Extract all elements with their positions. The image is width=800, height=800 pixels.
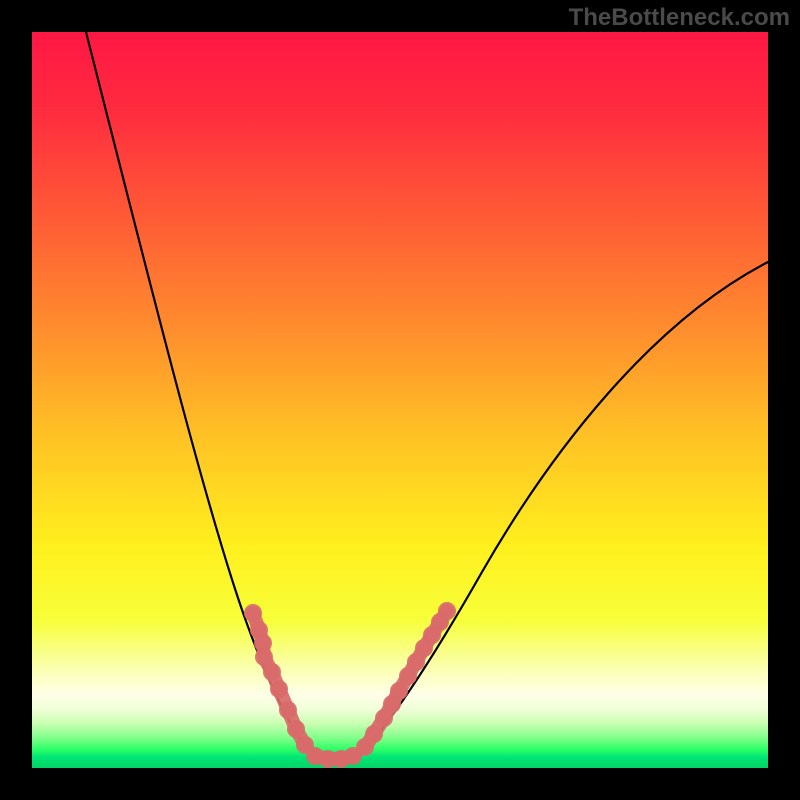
marker-dot — [390, 682, 408, 700]
marker-dot — [244, 604, 262, 622]
marker-dot — [365, 725, 383, 743]
marker-dot — [270, 680, 288, 698]
marker-dot — [279, 701, 297, 719]
marker-dot — [287, 720, 305, 738]
marker-dot — [438, 602, 456, 620]
plot-area — [32, 32, 768, 768]
curve-overlay — [32, 32, 768, 768]
chart-frame: TheBottleneck.com — [0, 0, 800, 800]
watermark-text: TheBottleneck.com — [569, 4, 790, 32]
marker-dot — [263, 663, 281, 681]
bottleneck-curve — [86, 32, 310, 753]
bottleneck-curve — [362, 262, 768, 753]
